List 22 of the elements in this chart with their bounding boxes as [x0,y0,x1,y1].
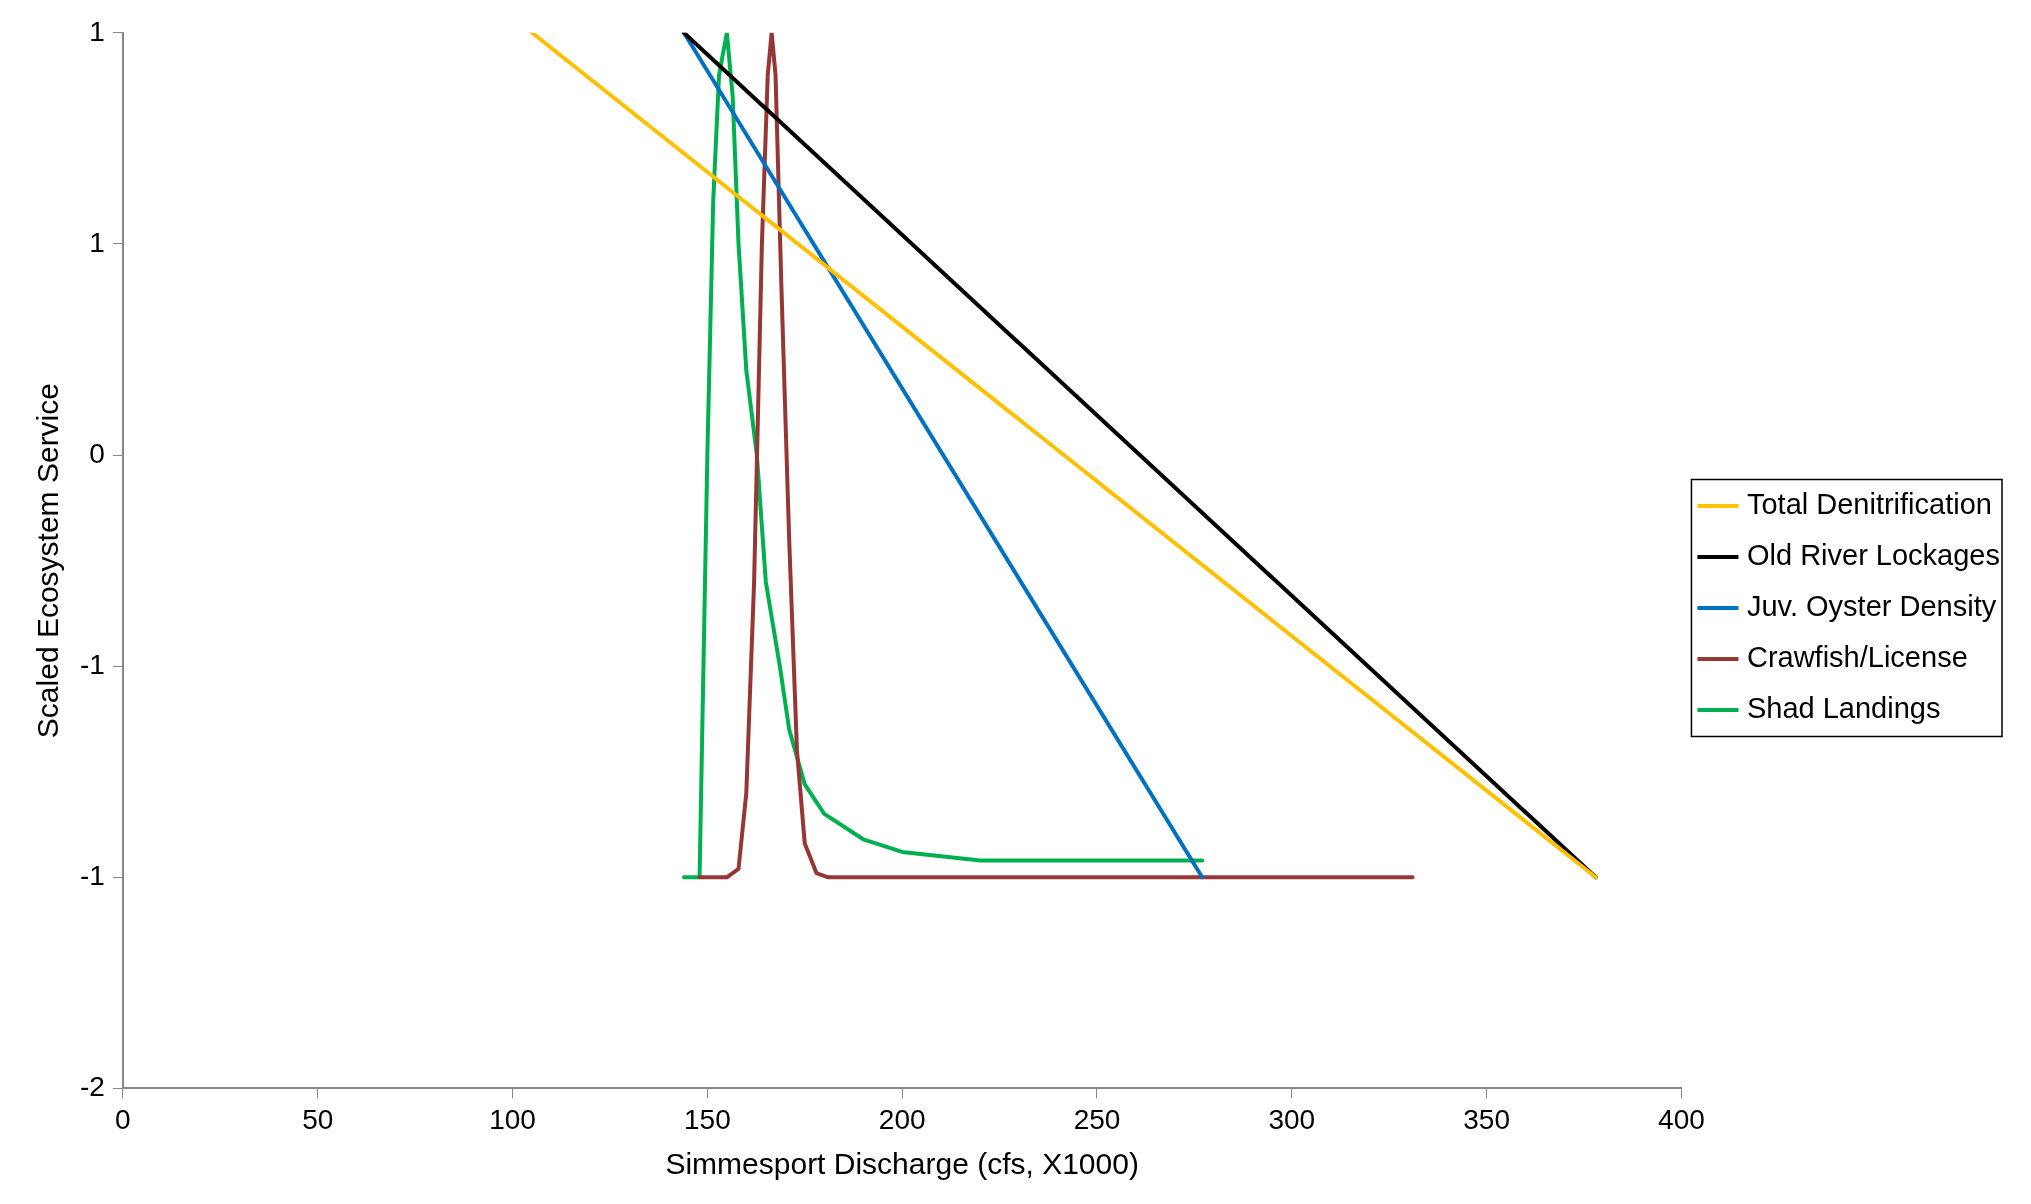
y-tick-label: 0 [89,437,105,469]
y-tick-label: 1 [89,15,105,47]
y-tick-label: -1 [79,648,105,680]
legend-label: Juv. Oyster Density [1746,590,1997,622]
x-tick-label: 400 [1658,1103,1705,1135]
x-tick-label: 0 [115,1103,131,1135]
legend-label: Shad Landings [1746,692,1941,724]
legend-label: Crawfish/License [1746,641,1968,673]
y-tick-label: -2 [79,1071,105,1103]
y-tick-label: -1 [79,860,105,891]
x-tick-label: 50 [302,1103,334,1135]
x-tick-label: 150 [683,1103,731,1135]
legend-label: Total Denitrification [1746,488,1992,520]
y-tick-label: 1 [89,226,105,258]
y-axis-title: Scaled Ecosystem Service [31,383,65,739]
x-tick-label: 100 [489,1103,536,1135]
x-tick-label: 300 [1268,1103,1316,1135]
legend-label: Old River Lockages [1746,539,2001,571]
x-tick-label: 200 [878,1103,926,1135]
x-tick-label: 250 [1073,1103,1121,1135]
x-tick-label: 350 [1463,1103,1510,1135]
x-axis-title: Simmesport Discharge (cfs, X1000) [665,1147,1139,1181]
